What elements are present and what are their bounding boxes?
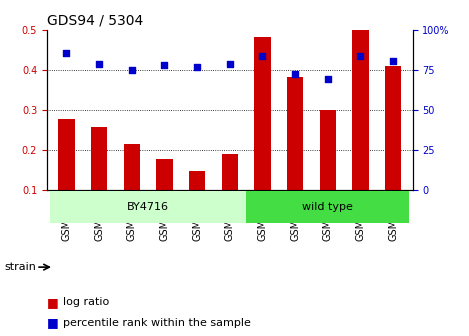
Text: GDS94 / 5304: GDS94 / 5304 (47, 14, 143, 28)
Text: percentile rank within the sample: percentile rank within the sample (63, 318, 251, 328)
Text: wild type: wild type (303, 202, 353, 212)
Bar (222, 154, 238, 190)
Text: BY4716: BY4716 (127, 202, 169, 212)
Bar (352, 30, 369, 190)
Text: log ratio: log ratio (63, 297, 110, 307)
Point (226, 61, 234, 67)
Bar (50, 192, 246, 223)
Point (357, 53, 364, 59)
Bar (189, 171, 205, 190)
Text: strain: strain (5, 262, 37, 272)
Point (128, 68, 136, 73)
Bar (246, 192, 409, 223)
Point (259, 53, 266, 59)
Bar (385, 66, 401, 190)
Point (324, 76, 332, 82)
Bar (320, 110, 336, 190)
Point (389, 59, 397, 64)
Point (63, 50, 70, 55)
Bar (254, 37, 271, 190)
Point (95, 61, 103, 67)
Bar (124, 144, 140, 190)
Bar (156, 159, 173, 190)
Bar (91, 127, 107, 190)
Text: ■: ■ (47, 296, 59, 309)
Text: ■: ■ (47, 316, 59, 329)
Point (193, 64, 201, 70)
Bar (58, 119, 75, 190)
Bar (287, 77, 303, 190)
Point (161, 62, 168, 68)
Point (291, 71, 299, 77)
